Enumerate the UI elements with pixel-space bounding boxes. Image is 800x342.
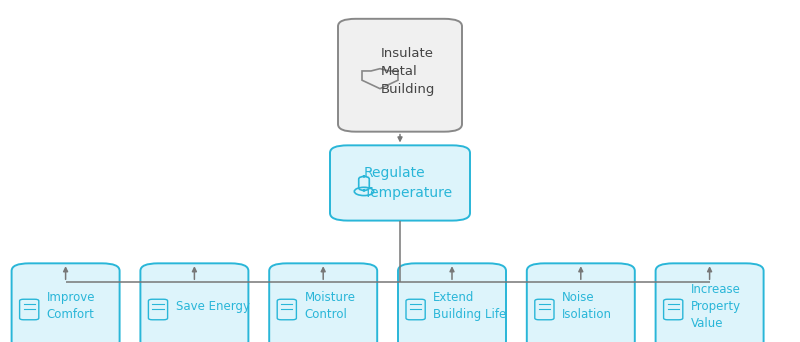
Text: Extend
Building Life: Extend Building Life	[434, 291, 506, 321]
Text: Insulate
Metal
Building: Insulate Metal Building	[381, 47, 435, 96]
FancyBboxPatch shape	[526, 263, 635, 342]
FancyBboxPatch shape	[11, 263, 120, 342]
FancyBboxPatch shape	[398, 263, 506, 342]
Text: Increase
Property
Value: Increase Property Value	[691, 282, 741, 330]
Text: Noise
Isolation: Noise Isolation	[562, 291, 612, 321]
FancyBboxPatch shape	[338, 19, 462, 132]
Text: Save Energy: Save Energy	[175, 300, 250, 313]
FancyBboxPatch shape	[656, 263, 763, 342]
FancyBboxPatch shape	[330, 145, 470, 221]
Text: Improve
Comfort: Improve Comfort	[46, 291, 95, 321]
Text: Regulate
Temperature: Regulate Temperature	[364, 166, 452, 200]
FancyBboxPatch shape	[270, 263, 378, 342]
FancyBboxPatch shape	[140, 263, 248, 342]
Text: Moisture
Control: Moisture Control	[304, 291, 355, 321]
